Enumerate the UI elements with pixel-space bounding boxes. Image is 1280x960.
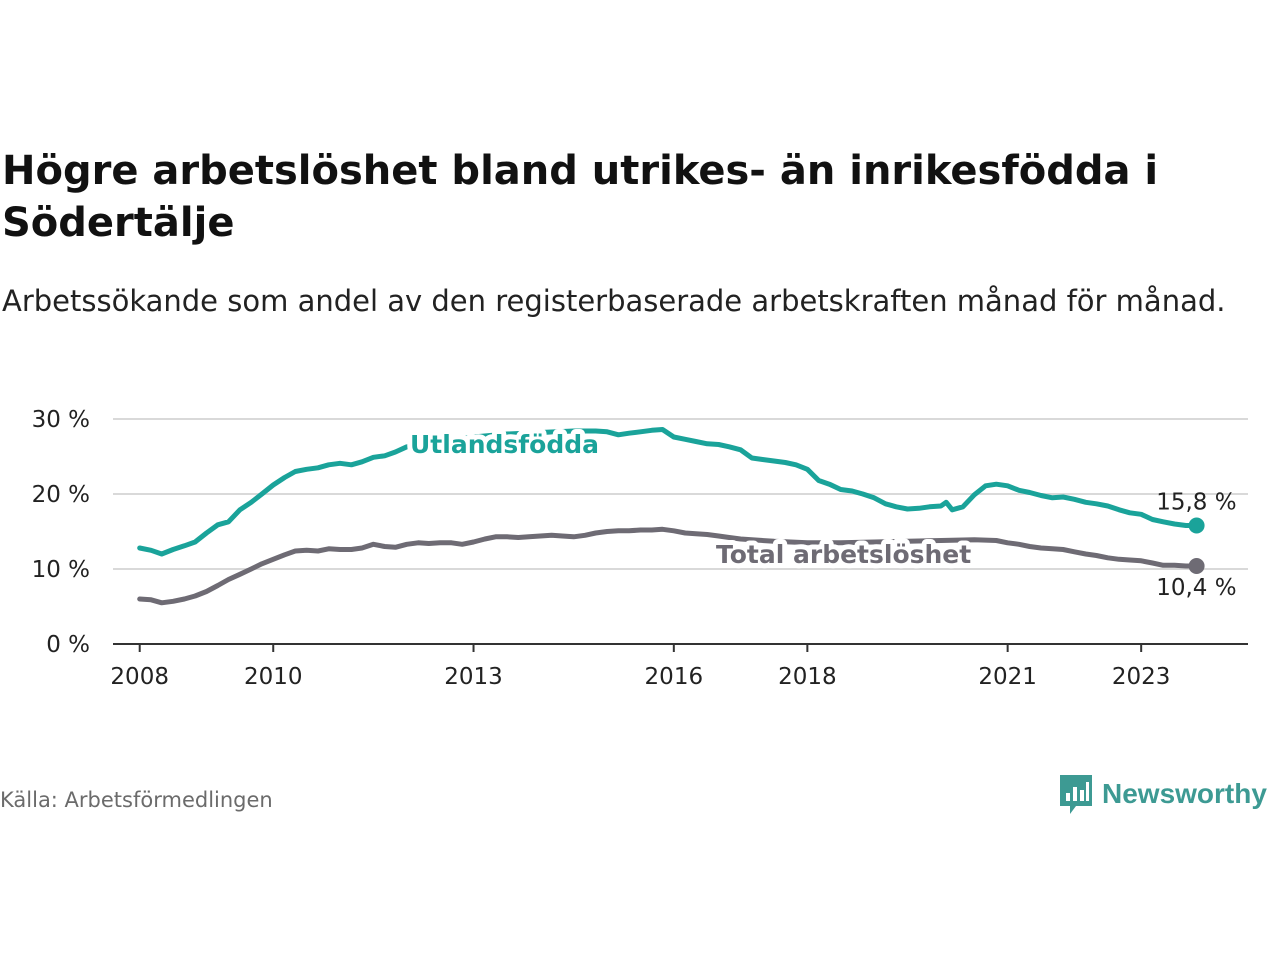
x-axis: 2008 2010 2013 2016 2018 2021 2023 xyxy=(110,643,1248,690)
x-tick-label: 2016 xyxy=(645,664,704,690)
series-line-total xyxy=(137,526,1200,606)
chart-subtitle: Arbetssökande som andel av den registerb… xyxy=(2,284,1226,318)
series-end-dot xyxy=(1188,558,1205,574)
line-chart: 0 % 10 % 20 % 30 % 2008 2010 2013 2016 2018 2021… xyxy=(32,407,1248,690)
series-label-utlandsfodda: Utlandsfödda xyxy=(410,430,599,459)
y-tick-label: 0 % xyxy=(46,632,90,658)
series-end-dot xyxy=(1188,517,1205,534)
series-label-total: Total arbetslöshet xyxy=(716,540,971,569)
x-tick-label: 2010 xyxy=(244,664,303,690)
y-axis: 0 % 10 % 20 % 30 % xyxy=(32,407,90,658)
x-tick-label: 2018 xyxy=(778,664,837,690)
chart-title: Högre arbetslöshet bland utrikes- än inr… xyxy=(2,148,1159,246)
y-tick-label: 10 % xyxy=(32,557,90,583)
x-tick-label: 2023 xyxy=(1112,664,1171,690)
series-line-utlandsfodda xyxy=(137,427,1200,557)
brand-logo[interactable]: Newsworthy xyxy=(1058,772,1267,816)
end-value-label: 15,8 % xyxy=(1156,490,1236,516)
x-tick-label: 2008 xyxy=(110,664,169,690)
newsworthy-logo-icon xyxy=(1060,775,1092,814)
y-tick-label: 30 % xyxy=(32,407,90,433)
y-tick-label: 20 % xyxy=(32,482,90,508)
chart-grid xyxy=(113,418,1248,570)
source-note: Källa: Arbetsförmedlingen xyxy=(0,788,273,812)
chart-series xyxy=(137,427,1205,606)
brand-name: Newsworthy xyxy=(1102,778,1267,809)
x-tick-label: 2013 xyxy=(444,664,503,690)
chart-labels: 15,8 % 10,4 % Utlandsfödda Total arbetslösh… xyxy=(405,425,1237,601)
x-tick-label: 2021 xyxy=(978,664,1037,690)
end-value-label: 10,4 % xyxy=(1156,575,1236,601)
